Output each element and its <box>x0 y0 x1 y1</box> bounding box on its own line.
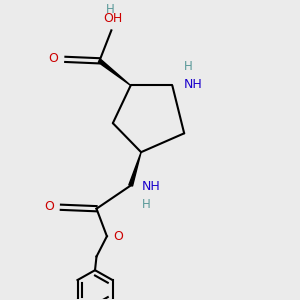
Text: H: H <box>142 198 151 211</box>
Polygon shape <box>98 59 131 86</box>
Text: O: O <box>48 52 58 65</box>
Text: OH: OH <box>103 12 122 25</box>
Polygon shape <box>129 152 141 186</box>
Text: NH: NH <box>184 77 202 91</box>
Text: O: O <box>113 230 123 243</box>
Text: H: H <box>184 60 192 73</box>
Text: H: H <box>106 3 114 16</box>
Text: NH: NH <box>142 181 161 194</box>
Text: O: O <box>44 200 54 213</box>
